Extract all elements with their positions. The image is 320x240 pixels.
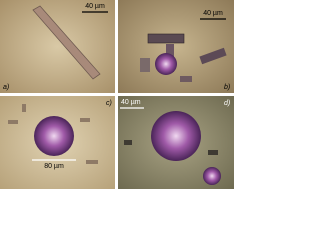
scale-label: 40 µm xyxy=(85,3,105,10)
panel-letter: d) xyxy=(224,100,230,107)
crystal xyxy=(180,76,192,82)
crystal-rosette xyxy=(151,111,201,161)
crystal xyxy=(140,58,150,72)
crystal xyxy=(124,140,132,145)
panel-background xyxy=(0,0,115,93)
panel-letter: b) xyxy=(224,84,230,91)
crystal xyxy=(147,33,185,44)
panel-letter: a) xyxy=(3,84,9,91)
crystal xyxy=(86,160,98,164)
scale-label: 80 µm xyxy=(44,163,64,170)
panel-background xyxy=(118,0,234,93)
crystal-rosette xyxy=(34,116,74,156)
crystal xyxy=(22,104,26,112)
crystal xyxy=(8,120,18,124)
panel-letter: c) xyxy=(106,100,112,107)
figure: 40 µm a) 40 µm b) 80 µm c) 40 µm d) xyxy=(0,0,234,189)
panel-a: 40 µm a) xyxy=(0,0,115,93)
crystal xyxy=(199,47,227,65)
crystal-rosette xyxy=(203,167,221,185)
crystal xyxy=(208,150,218,155)
crystal-rosette xyxy=(155,53,177,75)
panel-d: 40 µm d) xyxy=(118,96,234,189)
crystal-rod xyxy=(32,5,101,80)
panel-b: 40 µm b) xyxy=(118,0,234,93)
panel-c: 80 µm c) xyxy=(0,96,115,189)
scale-label: 40 µm xyxy=(203,10,223,17)
scale-label: 40 µm xyxy=(121,99,141,106)
crystal xyxy=(80,118,90,122)
